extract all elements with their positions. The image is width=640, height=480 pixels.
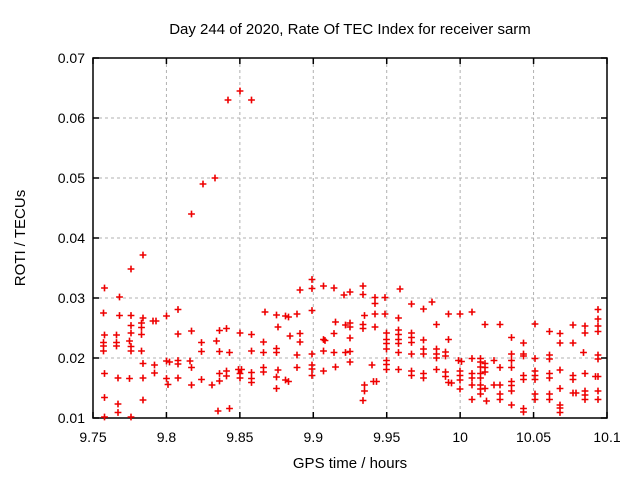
chart-title: Day 244 of 2020, Rate Of TEC Index for r… bbox=[169, 21, 531, 38]
x-tick-label: 10 bbox=[452, 429, 468, 445]
plot-border bbox=[92, 57, 608, 419]
x-tick-label: 9.85 bbox=[226, 429, 253, 445]
y-tick-label: 0.07 bbox=[58, 50, 85, 66]
data-points bbox=[100, 87, 602, 421]
x-tick-label: 10.1 bbox=[593, 429, 620, 445]
x-tick-label: 10.05 bbox=[516, 429, 551, 445]
y-tick-label: 0.04 bbox=[58, 230, 85, 246]
x-axis-label: GPS time / hours bbox=[293, 455, 407, 472]
x-tick-label: 9.95 bbox=[373, 429, 400, 445]
y-tick-labels: 0.01 0.02 0.03 0.04 0.05 0.06 0.07 bbox=[58, 50, 85, 426]
y-tick-label: 0.05 bbox=[58, 170, 85, 186]
y-tick-label: 0.03 bbox=[58, 290, 85, 306]
y-tick-label: 0.02 bbox=[58, 350, 85, 366]
x-tick-labels: 9.75 9.8 9.85 9.9 9.95 10 10.05 10.1 bbox=[79, 429, 620, 445]
y-tick-label: 0.06 bbox=[58, 110, 85, 126]
x-tick-label: 9.9 bbox=[304, 429, 324, 445]
x-tick-label: 9.75 bbox=[79, 429, 106, 445]
x-tick-label: 9.8 bbox=[157, 429, 177, 445]
y-axis-label: ROTI / TECUs bbox=[12, 190, 29, 286]
y-tick-label: 0.01 bbox=[58, 410, 85, 426]
